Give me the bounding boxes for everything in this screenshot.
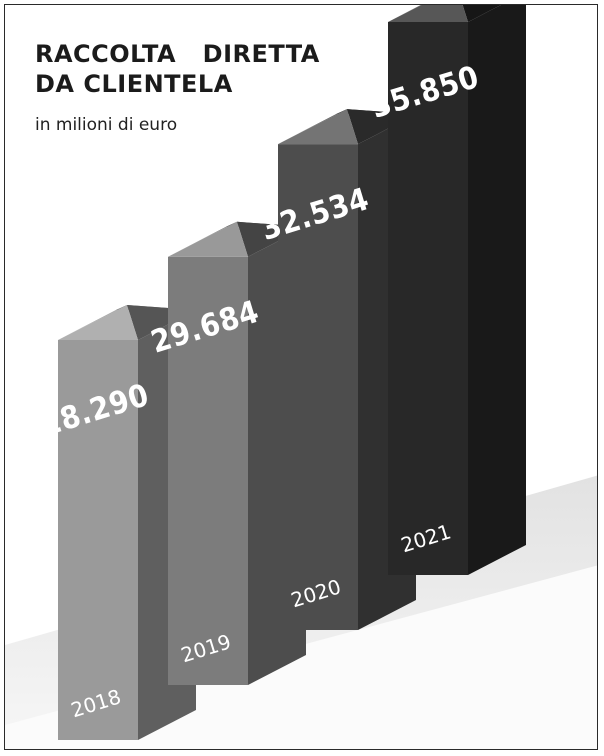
bar-2018-cap-front [58,305,138,340]
chart-title: RACCOLTA DIRETTA DA CLIENTELA [35,39,320,99]
bar-2019 [168,256,248,685]
bar-2021-side [468,5,526,575]
chart-title-line-1: RACCOLTA DIRETTA [35,40,320,68]
bar-2021 [388,22,468,575]
chart-frame: RACCOLTA DIRETTA DA CLIENTELA in milioni… [4,4,598,750]
bar-2020-cap-front [278,109,358,145]
bar-2021-cap-front [388,5,468,22]
bar-2020 [278,144,358,630]
bar-2018 [58,340,138,740]
chart-subtitle: in milioni di euro [35,115,178,135]
bar-2019-cap-front [168,221,248,257]
chart-title-line-2: DA CLIENTELA [35,70,233,98]
bar-2021-cap-right [462,5,501,22]
